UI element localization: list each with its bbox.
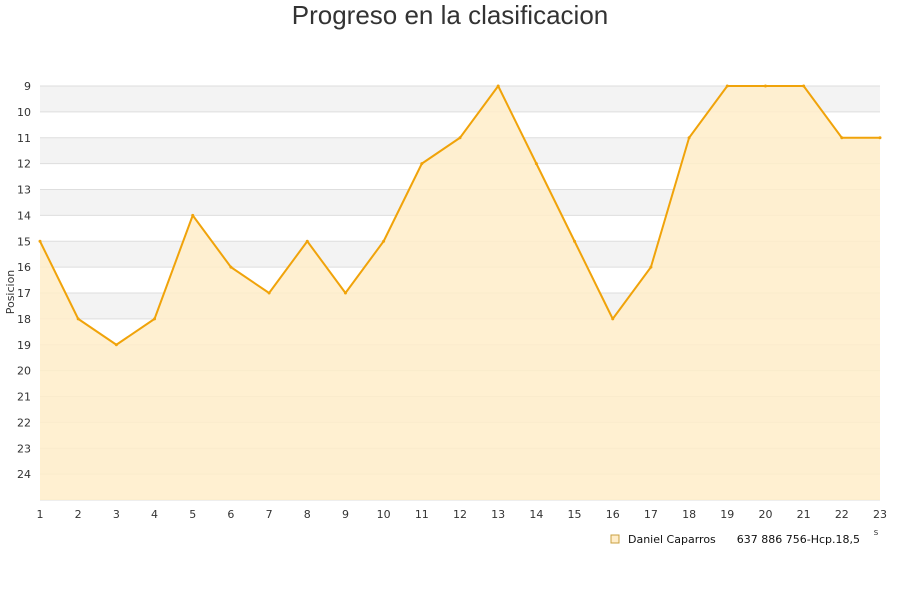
data-point xyxy=(687,136,691,140)
y-tick-label: 18 xyxy=(17,313,31,326)
data-point xyxy=(114,343,118,347)
x-tick-label: 7 xyxy=(266,508,273,521)
y-tick-label: 14 xyxy=(17,209,31,222)
x-tick-label: 20 xyxy=(758,508,772,521)
data-point xyxy=(343,291,347,295)
data-point xyxy=(725,84,729,88)
y-tick-label: 9 xyxy=(24,80,31,93)
x-tick-label: 13 xyxy=(491,508,505,521)
data-point xyxy=(267,291,271,295)
series-area-layer xyxy=(40,86,880,500)
y-tick-label: 11 xyxy=(17,132,31,145)
data-point xyxy=(191,213,195,217)
data-point xyxy=(76,317,80,321)
x-tick-label: 18 xyxy=(682,508,696,521)
legend-swatch xyxy=(610,534,620,544)
x-tick-label: 11 xyxy=(415,508,429,521)
x-tick-label: 3 xyxy=(113,508,120,521)
legend-label: Daniel Caparros 637 886 756-Hcp.18,5 xyxy=(628,533,860,546)
data-point xyxy=(229,265,233,269)
data-point xyxy=(534,162,538,166)
data-point xyxy=(420,162,424,166)
x-tick-label: 6 xyxy=(227,508,234,521)
data-point xyxy=(763,84,767,88)
series-area xyxy=(40,86,880,500)
data-point xyxy=(611,317,615,321)
y-axis-label: Posicion xyxy=(4,270,17,315)
legend: Daniel Caparros 637 886 756-Hcp.18,5 xyxy=(610,533,860,546)
data-point xyxy=(649,265,653,269)
y-tick-label: 17 xyxy=(17,287,31,300)
x-tick-label: 12 xyxy=(453,508,467,521)
y-tick-label: 21 xyxy=(17,391,31,404)
data-point xyxy=(573,239,577,243)
series-line-layer xyxy=(38,84,882,347)
data-point xyxy=(496,84,500,88)
chart-title: Progreso en la clasificacion xyxy=(292,0,609,30)
x-tick-label: 16 xyxy=(606,508,620,521)
x-tick-label: 1 xyxy=(37,508,44,521)
x-axis-ticks: 1 2 3 4 5 6 7 8 9 10 11 12 13 14 15 16 17 18 19 20 21 22 23 xyxy=(37,508,888,521)
data-point xyxy=(153,317,157,321)
data-point xyxy=(802,84,806,88)
y-tick-label: 19 xyxy=(17,339,31,352)
y-axis-ticks: 9 10 11 12 13 14 15 16 17 18 19 20 21 22 23 24 xyxy=(17,80,31,481)
x-tick-label: 2 xyxy=(75,508,82,521)
y-tick-label: 23 xyxy=(17,442,31,455)
data-point xyxy=(38,239,42,243)
x-tick-label: 23 xyxy=(873,508,887,521)
x-tick-label: 8 xyxy=(304,508,311,521)
data-point xyxy=(840,136,844,140)
x-tick-label: 22 xyxy=(835,508,849,521)
data-point xyxy=(458,136,462,140)
x-tick-label: 17 xyxy=(644,508,658,521)
y-tick-label: 20 xyxy=(17,365,31,378)
y-tick-label: 16 xyxy=(17,261,31,274)
y-tick-label: 22 xyxy=(17,416,31,429)
data-point xyxy=(878,136,882,140)
x-tick-label: 21 xyxy=(797,508,811,521)
data-point xyxy=(305,239,309,243)
data-point xyxy=(382,239,386,243)
x-tick-label: 19 xyxy=(720,508,734,521)
x-tick-label: 14 xyxy=(529,508,543,521)
x-tick-label: 15 xyxy=(568,508,582,521)
x-tick-label: 4 xyxy=(151,508,158,521)
y-tick-label: 13 xyxy=(17,184,31,197)
x-tick-label: 9 xyxy=(342,508,349,521)
y-tick-label: 10 xyxy=(17,106,31,119)
y-tick-label: 12 xyxy=(17,158,31,171)
y-tick-label: 15 xyxy=(17,235,31,248)
x-tick-label: 5 xyxy=(189,508,196,521)
y-tick-label: 24 xyxy=(17,468,31,481)
x-axis-label: s xyxy=(874,528,879,538)
x-tick-label: 10 xyxy=(377,508,391,521)
